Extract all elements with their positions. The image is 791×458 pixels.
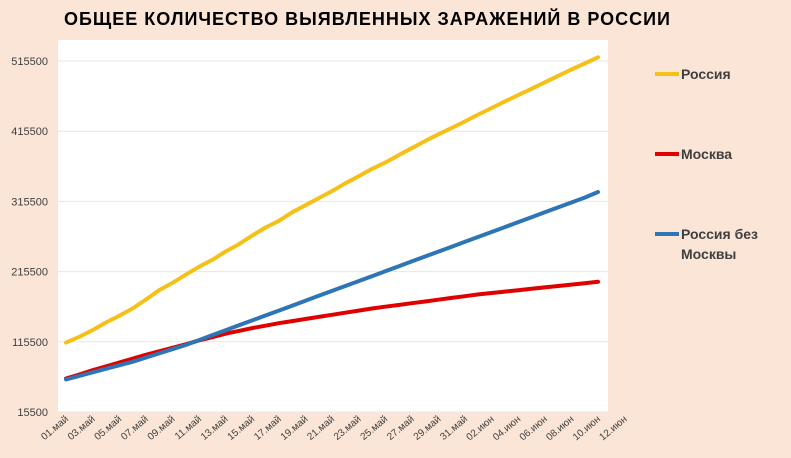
x-tick-label: 17.май <box>252 414 284 443</box>
legend-item: Россия без Москвы <box>655 224 791 264</box>
legend-label: Россия <box>681 66 731 82</box>
x-tick-label: 25.май <box>359 414 391 443</box>
y-tick-label: 315500 <box>11 196 48 208</box>
legend-label: Россия без Москвы <box>681 226 758 262</box>
series-line <box>64 190 600 382</box>
legend-item: Москва <box>655 144 791 164</box>
x-tick-label: 11.май <box>173 414 204 442</box>
x-tick-label: 09.май <box>146 414 178 443</box>
x-tick-label: 29.май <box>412 414 444 443</box>
x-tick-label: 12.июн <box>598 414 630 443</box>
x-tick-label: 19.май <box>279 414 311 443</box>
y-tick-label: 215500 <box>11 267 48 279</box>
series-line <box>64 55 600 345</box>
legend-swatch <box>655 72 679 76</box>
x-tick-label: 10.июн <box>571 414 603 443</box>
chart-title: ОБЩЕЕ КОЛИЧЕСТВО ВЫЯВЛЕННЫХ ЗАРАЖЕНИЙ В … <box>63 9 671 29</box>
x-tick-label: 27.май <box>385 414 417 443</box>
x-tick-label: 13.май <box>199 414 231 443</box>
x-tick-label: 04.июн <box>491 414 523 443</box>
y-tick-label: 415500 <box>11 126 48 138</box>
legend-swatch <box>655 232 679 236</box>
x-tick-label: 02.июн <box>465 414 497 443</box>
x-tick-label: 23.май <box>332 414 364 443</box>
x-tick-label: 03.май <box>66 414 98 443</box>
legend-swatch <box>655 152 679 156</box>
x-tick-label: 31.май <box>438 414 470 443</box>
legend-item: Россия <box>655 64 791 84</box>
x-tick-label: 08.июн <box>544 414 576 443</box>
x-tick-label: 21.май <box>305 414 337 443</box>
series-line <box>64 279 600 381</box>
plot-area <box>58 40 608 412</box>
legend-label: Москва <box>681 146 733 162</box>
y-tick-label: 115500 <box>12 337 48 349</box>
x-tick-label: 05.май <box>93 414 125 443</box>
y-tick-label: 15500 <box>17 407 48 419</box>
x-tick-label: 15.май <box>226 414 258 443</box>
x-tick-label: 06.июн <box>518 414 550 443</box>
y-tick-label: 515500 <box>11 56 48 68</box>
x-tick-label: 07.май <box>119 414 151 443</box>
